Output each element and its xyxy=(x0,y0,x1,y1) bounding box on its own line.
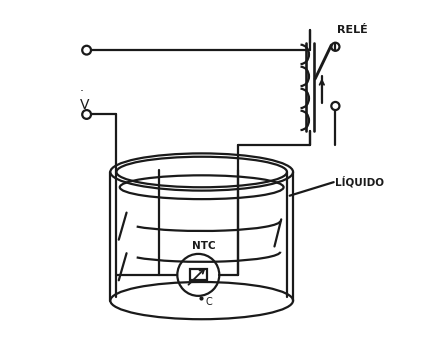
Text: LÍQUIDO: LÍQUIDO xyxy=(335,176,385,188)
Text: .: . xyxy=(80,81,84,94)
Text: C: C xyxy=(206,297,212,307)
Text: NTC: NTC xyxy=(191,240,215,250)
Text: RELÉ: RELÉ xyxy=(337,25,368,35)
Text: V: V xyxy=(80,98,89,111)
Bar xyxy=(190,269,207,280)
